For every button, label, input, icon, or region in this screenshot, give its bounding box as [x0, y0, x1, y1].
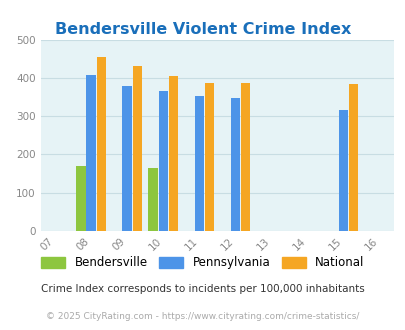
Text: © 2025 CityRating.com - https://www.cityrating.com/crime-statistics/: © 2025 CityRating.com - https://www.city… [46, 312, 359, 321]
Bar [158, 91, 167, 231]
Bar [122, 85, 131, 231]
Bar [230, 98, 239, 231]
Bar [204, 83, 213, 231]
Bar [240, 83, 249, 231]
Bar [348, 84, 357, 231]
Bar [86, 75, 96, 231]
Bar [194, 96, 203, 231]
Legend: Bendersville, Pennsylvania, National: Bendersville, Pennsylvania, National [37, 252, 368, 274]
Bar [96, 57, 106, 231]
Bar [168, 76, 177, 231]
Bar [148, 168, 157, 231]
Text: Bendersville Violent Crime Index: Bendersville Violent Crime Index [55, 22, 350, 37]
Bar [338, 111, 347, 231]
Bar [76, 166, 85, 231]
Text: Crime Index corresponds to incidents per 100,000 inhabitants: Crime Index corresponds to incidents per… [41, 284, 364, 294]
Bar [132, 66, 141, 231]
